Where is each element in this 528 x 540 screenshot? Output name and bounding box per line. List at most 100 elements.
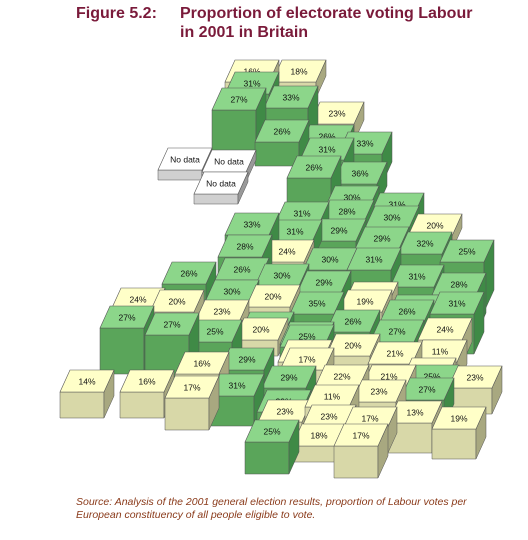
cell-percent-label: 17% [183, 383, 200, 393]
cell-percent-label: 21% [386, 349, 403, 359]
cell-top-face [254, 119, 310, 143]
constituency-cell: 14% [59, 369, 115, 419]
cell-percent-label: 29% [280, 373, 297, 383]
cell-top-face [157, 147, 213, 171]
cell-front-face [193, 193, 239, 205]
figure-title-line1: Proportion of electorate voting Labour [180, 5, 473, 22]
cell-percent-label: 31% [228, 381, 245, 391]
cell-percent-label: 23% [370, 387, 387, 397]
cell-percent-label: 16% [243, 67, 260, 77]
cell-top-face [431, 406, 487, 430]
cell-percent-label: 26% [398, 307, 415, 317]
cell-percent-label: 27% [418, 385, 435, 395]
cell-front-face [254, 141, 300, 167]
cell-percent-label: 32% [416, 239, 433, 249]
cell-percent-label: 31% [365, 255, 382, 265]
source-note: Source: Analysis of the 2001 general ele… [76, 496, 467, 521]
cell-percent-label: 21% [380, 372, 397, 382]
constituency-cell: 27% [211, 87, 267, 157]
cell-top-face [257, 399, 313, 423]
cell-percent-label: 33% [243, 220, 260, 230]
cell-percent-label: 17% [352, 431, 369, 441]
cell-top-face [244, 419, 300, 443]
cell-percent-label: 27% [118, 313, 135, 323]
cell-front-face [157, 169, 203, 181]
cell-percent-label: No data [214, 157, 244, 167]
cell-top-face [439, 239, 495, 263]
constituency-cell: No data [193, 171, 249, 205]
cell-percent-label: 20% [264, 292, 281, 302]
cell-percent-label: 30% [223, 287, 240, 297]
cell-percent-label: 22% [333, 372, 350, 382]
cell-top-face [193, 171, 249, 195]
cell-percent-label: 29% [330, 226, 347, 236]
cell-front-face [164, 397, 210, 431]
cell-percent-label: 11% [432, 347, 449, 357]
cartogram-map: 18% 16% 31% 23% 33% 27% 26% 26% No data No data 33… [59, 59, 503, 479]
cell-percent-label: 19% [450, 414, 467, 424]
cell-percent-label: 18% [310, 431, 327, 441]
cell-front-face [244, 441, 290, 475]
cell-top-face [286, 155, 342, 179]
cell-percent-label: 29% [315, 278, 332, 288]
cell-percent-label: 35% [308, 299, 325, 309]
cell-percent-label: 23% [320, 412, 337, 422]
constituency-cell: 19% [431, 406, 487, 460]
cell-percent-label: 31% [243, 79, 260, 89]
constituency-cell: 17% [333, 423, 389, 479]
cell-percent-label: 27% [230, 95, 247, 105]
cell-percent-label: 31% [448, 299, 465, 309]
cell-top-face [149, 289, 205, 313]
cell-percent-label: 16% [138, 377, 155, 387]
cell-top-face [164, 375, 220, 399]
cell-percent-label: 36% [351, 169, 368, 179]
cell-percent-label: 31% [408, 272, 425, 282]
constituency-cell: 25% [244, 419, 300, 475]
cell-top-face [261, 365, 317, 389]
cell-front-face [119, 391, 165, 419]
cell-percent-label: 20% [426, 221, 443, 231]
cell-front-face [99, 327, 145, 375]
cell-percent-label: 13% [406, 408, 423, 418]
cell-percent-label: 25% [206, 327, 223, 337]
cell-percent-label: 23% [213, 307, 230, 317]
cell-percent-label: 26% [344, 317, 361, 327]
cell-top-face [346, 247, 402, 271]
cell-percent-label: 31% [318, 145, 335, 155]
cell-percent-label: 20% [168, 297, 185, 307]
cell-top-face [299, 137, 355, 161]
cell-top-face [429, 291, 485, 315]
cell-top-face [59, 369, 115, 393]
cell-percent-label: 24% [436, 325, 453, 335]
cell-percent-label: 30% [343, 193, 360, 203]
cell-percent-label: 31% [293, 209, 310, 219]
cell-front-face [59, 391, 105, 419]
cell-percent-label: 29% [238, 355, 255, 365]
cell-percent-label: 26% [318, 132, 335, 142]
figure-number: Figure 5.2: [76, 5, 157, 22]
cell-percent-label: 26% [233, 265, 250, 275]
cell-percent-label: 19% [356, 297, 373, 307]
cell-top-face [217, 234, 273, 258]
cell-percent-label: 24% [129, 295, 146, 305]
cell-percent-label: No data [170, 155, 200, 165]
cell-percent-label: 16% [193, 359, 210, 369]
cell-percent-label: 28% [450, 280, 467, 290]
cell-top-face [211, 87, 267, 111]
cell-percent-label: 17% [298, 355, 315, 365]
cell-top-face [245, 284, 301, 308]
cell-percent-label: 31% [388, 200, 405, 210]
cell-percent-label: 26% [305, 163, 322, 173]
cell-percent-label: 30% [321, 255, 338, 265]
cell-front-face [211, 109, 257, 157]
cell-percent-label: 25% [423, 372, 440, 382]
cell-percent-label: 31% [286, 227, 303, 237]
constituency-cell: 26% [254, 119, 310, 167]
cell-percent-label: 28% [338, 207, 355, 217]
figure-title: Figure 5.2: Proportion of electorate voti… [76, 4, 516, 42]
cell-percent-label: 18% [290, 67, 307, 77]
cell-top-face [99, 305, 155, 329]
cell-front-face [333, 445, 379, 479]
cell-top-face [174, 351, 230, 375]
cell-top-face [263, 85, 319, 109]
